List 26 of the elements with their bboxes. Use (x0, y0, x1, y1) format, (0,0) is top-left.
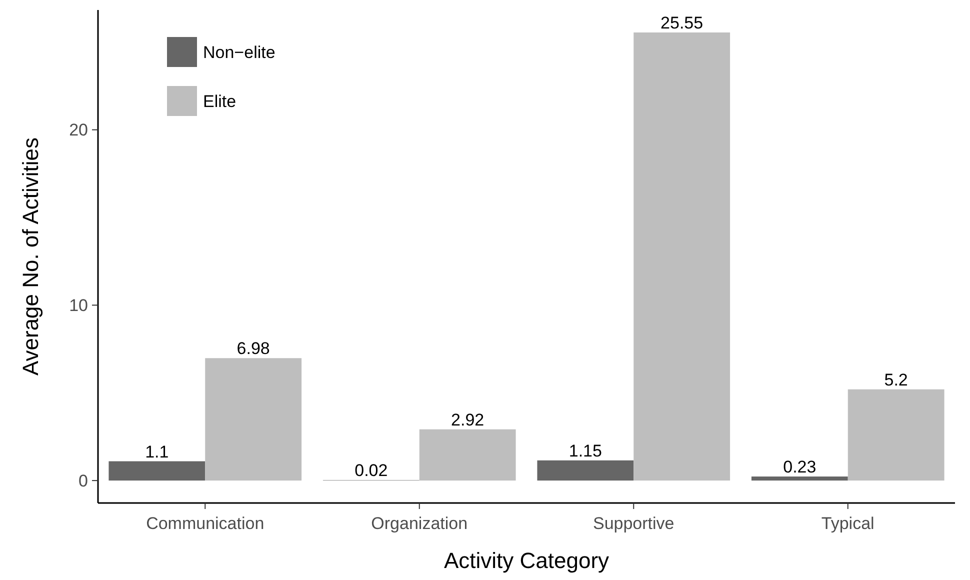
data-label: 25.55 (660, 13, 704, 32)
x-tick-label: Typical (821, 514, 874, 533)
x-tick-label: Communication (146, 514, 264, 533)
bar (537, 460, 634, 481)
bar (848, 389, 944, 481)
data-label: 1.1 (145, 442, 169, 462)
data-label: 5.2 (884, 370, 908, 390)
x-tick-label: Organization (371, 514, 468, 533)
legend-label: Non−elite (203, 42, 276, 62)
bar (751, 476, 848, 481)
bar (419, 429, 516, 481)
bar (205, 358, 302, 481)
y-axis-title: Average No. of Activities (18, 137, 43, 376)
data-label: 0.23 (783, 458, 816, 477)
data-label: 2.92 (451, 410, 484, 430)
x-tick-label: Supportive (592, 514, 674, 533)
y-tick-label: 10 (69, 296, 88, 316)
y-tick-label: 20 (69, 120, 88, 140)
bar (108, 461, 206, 481)
bar (634, 32, 730, 481)
data-label: 0.02 (354, 461, 388, 480)
data-label: 1.15 (568, 441, 602, 460)
x-axis-title: Activity Category (444, 548, 610, 573)
y-tick-label: 0 (78, 472, 88, 490)
legend-label: Elite (203, 92, 236, 111)
data-label: 6.98 (236, 339, 270, 358)
